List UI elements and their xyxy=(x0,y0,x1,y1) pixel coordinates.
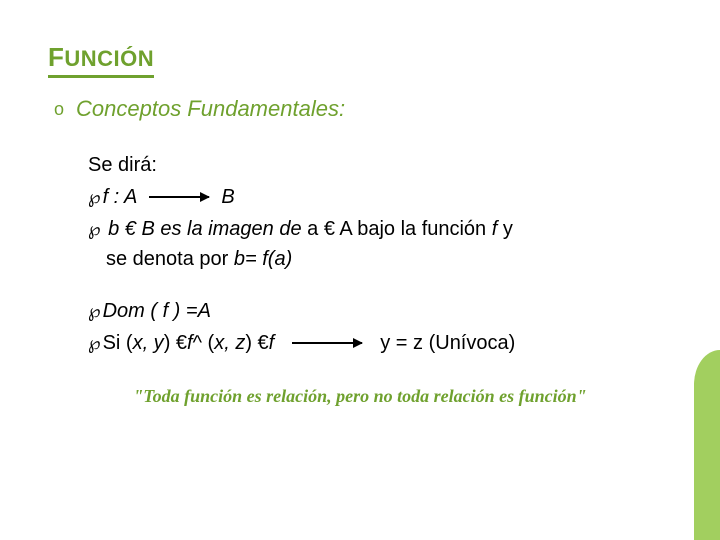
spacer xyxy=(88,276,672,296)
line-image: ℘ b € B es la imagen de a € A bajo la fu… xyxy=(88,214,672,274)
slide-title: FUNCIÓN xyxy=(48,42,154,78)
l2b: a € A xyxy=(307,218,352,240)
side-accent-shape xyxy=(694,350,720,540)
l4g: ) € xyxy=(245,328,268,358)
slide: FUNCIÓN o Conceptos Fundamentales: Se di… xyxy=(0,0,720,540)
bullet-icon: o xyxy=(54,96,64,118)
l4f: x, z xyxy=(214,328,245,358)
arrow-icon xyxy=(149,196,209,198)
script-bullet-icon: ℘ xyxy=(88,184,101,211)
quote-text: "Toda función es relación, pero no toda … xyxy=(48,386,672,407)
arrow-icon xyxy=(292,342,362,344)
l4c: ) € xyxy=(164,328,187,358)
l2c: bajo la función xyxy=(352,218,492,240)
line-univoca: ℘ Si (x, y) € f ^ (x, z) € f y = z (Unív… xyxy=(88,328,672,358)
l3: Dom ( f ) =A xyxy=(103,296,211,326)
content-block: Se dirá: ℘ f : A B ℘ b € B es la imagen … xyxy=(88,150,672,358)
script-bullet-icon: ℘ xyxy=(88,298,101,325)
l4post: y = z (Unívoca) xyxy=(380,328,515,358)
l4e: ^ ( xyxy=(193,328,215,358)
line1-post: B xyxy=(221,182,234,212)
l4a: Si ( xyxy=(103,328,133,358)
lead-text: Se dirá: xyxy=(88,150,672,180)
l2e: y xyxy=(497,218,513,240)
line-fab: ℘ f : A B xyxy=(88,182,672,212)
l2f: se denota por xyxy=(106,248,234,270)
script-bullet-icon: ℘ xyxy=(88,330,101,357)
line-dom: ℘ Dom ( f ) =A xyxy=(88,296,672,326)
line1-pre: f : A xyxy=(103,182,138,212)
subtitle-text: Conceptos Fundamentales: xyxy=(76,96,345,122)
script-bullet-icon: ℘ xyxy=(88,219,101,239)
l2a: b € B es la imagen de xyxy=(108,218,307,240)
title-initial: F xyxy=(48,42,64,72)
l4b: x, y xyxy=(133,328,164,358)
title-rest: UNCIÓN xyxy=(64,46,154,71)
l2g: b= f(a) xyxy=(234,248,292,270)
subtitle-row: o Conceptos Fundamentales: xyxy=(54,96,672,122)
l4h: f xyxy=(269,328,275,358)
